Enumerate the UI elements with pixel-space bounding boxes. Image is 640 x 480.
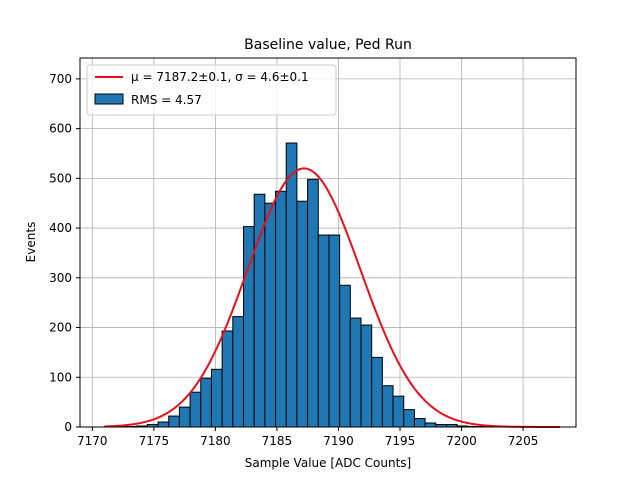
histogram-bar bbox=[168, 415, 180, 428]
x-tick-label: 7170 bbox=[77, 434, 108, 448]
y-tick-label: 200 bbox=[49, 321, 72, 335]
gaussian-fit-curve bbox=[104, 167, 560, 428]
chart-title: Baseline value, Ped Run bbox=[244, 37, 412, 53]
histogram-bar bbox=[221, 330, 234, 428]
y-axis-ticks: 0 100 200 300 400 500 600 700 bbox=[49, 72, 80, 434]
histogram-bar bbox=[413, 418, 426, 428]
legend: μ = 7187.2±0.1, σ = 4.6±0.1 RMS = 4.57 bbox=[86, 64, 337, 116]
y-axis-label: Events bbox=[24, 222, 38, 263]
histogram-bar bbox=[424, 422, 437, 428]
x-tick-label: 7180 bbox=[200, 434, 231, 448]
histogram-bar bbox=[264, 202, 277, 428]
x-tick-label: 7190 bbox=[323, 434, 354, 448]
histogram-bar bbox=[317, 234, 330, 428]
histogram-bar bbox=[328, 234, 341, 428]
x-tick-label: 7175 bbox=[139, 434, 170, 448]
y-tick-label: 300 bbox=[49, 271, 72, 285]
y-tick-label: 0 bbox=[64, 420, 72, 434]
y-tick-label: 700 bbox=[49, 72, 72, 86]
legend-hist-label: RMS = 4.57 bbox=[131, 93, 202, 107]
histogram-bar bbox=[232, 316, 244, 428]
histogram-bar bbox=[189, 391, 202, 428]
legend-fit-label: μ = 7187.2±0.1, σ = 4.6±0.1 bbox=[131, 70, 309, 84]
x-axis-label: Sample Value [ADC Counts] bbox=[245, 456, 411, 470]
histogram-bar bbox=[360, 324, 373, 428]
x-tick-label: 7200 bbox=[446, 434, 477, 448]
histogram-bar bbox=[349, 317, 362, 428]
histogram-bar bbox=[200, 377, 212, 428]
histogram-bar bbox=[371, 356, 383, 428]
y-tick-label: 400 bbox=[49, 221, 72, 235]
histogram-bar bbox=[178, 406, 191, 428]
y-tick-label: 500 bbox=[49, 171, 72, 185]
histogram-bar bbox=[210, 368, 223, 428]
legend-hist-swatch bbox=[94, 93, 124, 105]
y-tick-label: 100 bbox=[49, 370, 72, 384]
x-axis-ticks: 7170 7175 7180 7185 7190 7195 7200 7205 bbox=[77, 427, 538, 448]
histogram-bar bbox=[339, 284, 351, 428]
histogram-bar bbox=[307, 178, 319, 428]
histogram-bar bbox=[392, 395, 405, 428]
legend-box bbox=[86, 64, 337, 116]
histogram-bar bbox=[296, 200, 309, 428]
y-tick-label: 600 bbox=[49, 122, 72, 136]
plot-frame bbox=[79, 57, 577, 428]
histogram-bar bbox=[403, 409, 415, 428]
histogram-bar bbox=[381, 385, 394, 428]
histogram-bar bbox=[285, 142, 298, 428]
x-tick-label: 7185 bbox=[262, 434, 293, 448]
x-tick-label: 7205 bbox=[508, 434, 539, 448]
x-tick-label: 7195 bbox=[385, 434, 416, 448]
histogram-bar bbox=[157, 421, 170, 428]
histogram-bar bbox=[275, 190, 287, 428]
